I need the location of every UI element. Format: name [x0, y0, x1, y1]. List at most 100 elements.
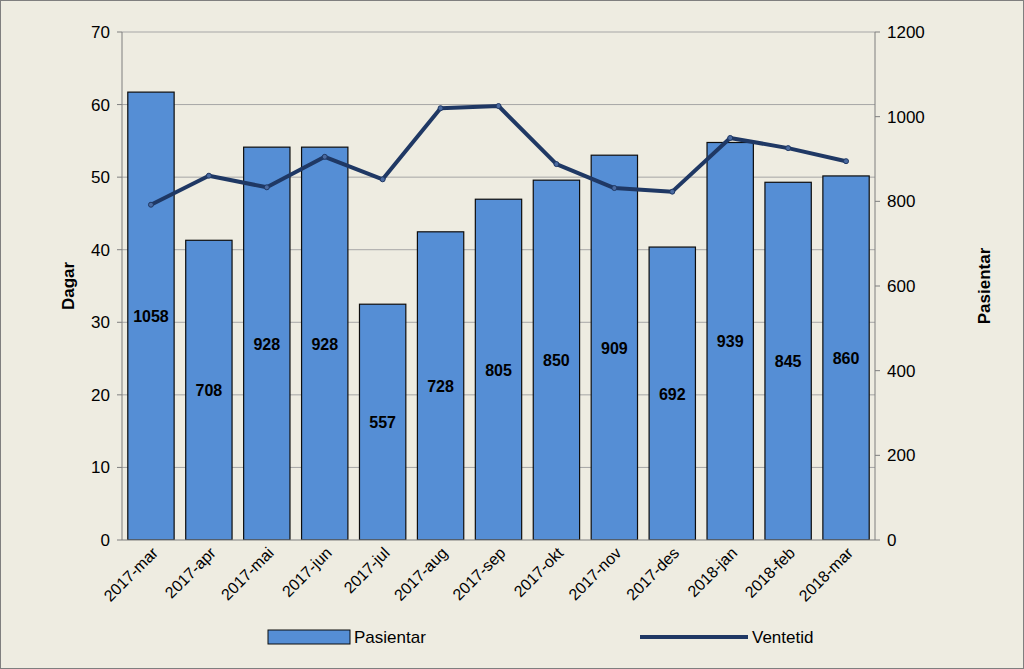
legend-label: Pasientar: [354, 628, 426, 647]
tick-label: 10: [91, 458, 110, 477]
category-label: 2017-aug: [391, 544, 451, 604]
labels: 1058 708 928 928 557 728 805 850 909 692 939 845 860: [133, 308, 859, 431]
tick: [117, 467, 122, 468]
bar: [649, 247, 695, 540]
category-label: 2017-sep: [449, 544, 508, 603]
data-label: 728: [427, 378, 454, 395]
data-label: 928: [311, 336, 338, 353]
bar: [533, 180, 579, 540]
axis-title: Dagar: [59, 262, 78, 311]
data-label: 909: [601, 340, 628, 357]
legend-item: Pasientar: [268, 628, 426, 647]
axis-line: [122, 32, 123, 540]
line: [151, 106, 846, 205]
bar: [823, 176, 869, 540]
data-label: 845: [775, 353, 802, 370]
bar: [707, 142, 753, 540]
tick-label: 600: [887, 277, 915, 296]
category-label: 2017-mar: [101, 544, 162, 605]
tick-label: 1200: [887, 23, 925, 42]
axis-line: [875, 32, 876, 540]
marker: [612, 186, 617, 191]
tick-label: 30: [91, 313, 110, 332]
marker: [554, 162, 559, 167]
category-label: 2017-jul: [340, 544, 392, 596]
tick-label: 60: [91, 96, 110, 115]
marker: [206, 173, 211, 178]
bar: [765, 182, 811, 540]
bar: [186, 240, 232, 540]
category-label: 2017-okt: [510, 544, 566, 600]
legend-label: Ventetid: [752, 628, 813, 647]
data-label: 805: [485, 362, 512, 379]
tick-label: 400: [887, 362, 915, 381]
data-label: 692: [659, 386, 686, 403]
marker: [670, 189, 675, 194]
tick: [875, 286, 880, 287]
marks: [128, 92, 869, 540]
marker: [322, 154, 327, 159]
tick: [117, 104, 122, 105]
tick: [875, 455, 880, 456]
tick-label: 70: [91, 23, 110, 42]
axis-title: Pasientar: [975, 247, 994, 324]
marker: [786, 146, 791, 151]
background: [1, 1, 1024, 669]
legend-item: Ventetid: [640, 628, 813, 647]
category-label: 2018-feb: [742, 544, 799, 601]
tick-label: 50: [91, 168, 110, 187]
marker: [728, 135, 733, 140]
tick-label: 40: [91, 241, 110, 260]
category-label: 2017-apr: [162, 544, 220, 602]
legend-swatch: [268, 630, 350, 644]
axis-line: [122, 540, 875, 541]
bar: [128, 92, 174, 540]
marker: [380, 177, 385, 182]
category-label: 2017-jun: [279, 544, 335, 600]
tick: [117, 32, 122, 33]
chart: 0 10 20 30 40 50 60 70 0 200 400 600 800 1000 1200 1058…: [0, 0, 1024, 669]
data-label: 939: [717, 333, 744, 350]
category-label: 2018-mar: [796, 544, 857, 605]
data-label: 557: [369, 414, 396, 431]
tick: [117, 322, 122, 323]
marker: [264, 185, 269, 190]
tick-label: 200: [887, 446, 915, 465]
tick: [875, 540, 880, 541]
bar: [359, 304, 405, 540]
tick: [875, 370, 880, 371]
category-label: 2017-mai: [218, 544, 277, 603]
category-label: 2017-des: [623, 544, 682, 603]
data-label: 1058: [133, 308, 169, 325]
tick: [117, 249, 122, 250]
tick: [875, 201, 880, 202]
tick-label: 800: [887, 192, 915, 211]
grid-line: [122, 32, 875, 33]
tick-label: 0: [887, 531, 896, 550]
bar: [591, 155, 637, 540]
tick: [117, 540, 122, 541]
tick-label: 0: [101, 531, 110, 550]
marker: [844, 159, 849, 164]
marker: [496, 104, 501, 109]
tick: [117, 394, 122, 395]
bar: [417, 232, 463, 540]
marker: [438, 106, 443, 111]
tick: [875, 116, 880, 117]
data-label: 860: [833, 350, 860, 367]
data-label: 928: [253, 336, 280, 353]
tick: [875, 32, 880, 33]
grid-line: [122, 177, 875, 178]
tick-label: 20: [91, 386, 110, 405]
bar: [302, 147, 348, 540]
legend-swatch: [640, 635, 748, 639]
tick-label: 1000: [887, 108, 925, 127]
bar: [475, 199, 521, 540]
tick: [117, 177, 122, 178]
data-label: 850: [543, 352, 570, 369]
bar: [244, 147, 290, 540]
data-label: 708: [196, 382, 223, 399]
marker: [148, 202, 153, 207]
category-label: 2017-nov: [565, 544, 624, 603]
category-label: 2018-jan: [684, 544, 740, 600]
